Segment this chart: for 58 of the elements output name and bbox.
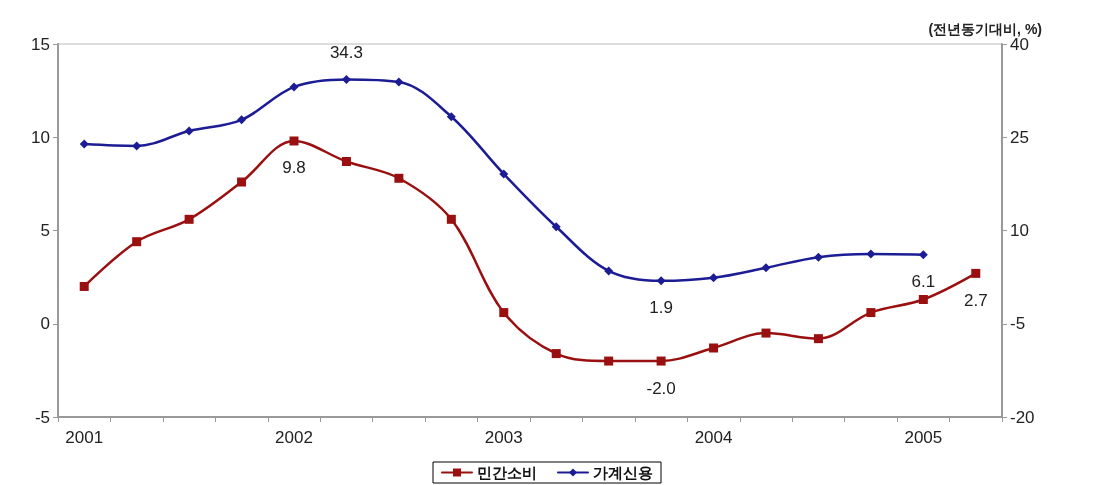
point [237, 115, 247, 125]
x-tick-label: 2003 [484, 428, 523, 447]
point [761, 263, 771, 273]
point [184, 126, 194, 136]
y-tick-label: 15 [31, 34, 50, 54]
point [446, 112, 456, 122]
point [709, 273, 719, 283]
point [709, 343, 719, 353]
point [394, 77, 404, 87]
y2-tick-label: -20 [1010, 407, 1035, 427]
data-label: 9.8 [282, 158, 306, 178]
y2-tick-label: 25 [1010, 127, 1029, 147]
point [918, 295, 928, 305]
y-tick-label: 0 [40, 314, 50, 334]
x-tick-label: 2005 [904, 428, 943, 447]
point [656, 356, 666, 366]
point [761, 328, 771, 338]
point [79, 281, 89, 291]
y2-tick-label: 10 [1010, 221, 1029, 240]
point [132, 141, 142, 151]
y2-axis-title: (전년동기대비, %) [928, 20, 1042, 37]
x-tick-label: 2002 [275, 428, 313, 447]
y-tick-label: 5 [40, 221, 50, 240]
y-tick-label: 10 [31, 127, 50, 147]
point [79, 139, 89, 149]
legend-label: 민간소비 [477, 464, 537, 481]
point [289, 136, 299, 146]
data-label: 2.7 [963, 290, 988, 310]
point [341, 74, 351, 84]
point [394, 173, 404, 183]
point [918, 250, 928, 260]
y2-tick-label: -5 [1010, 314, 1026, 334]
point [237, 177, 247, 187]
point [813, 252, 823, 262]
y-tick-label: -5 [34, 407, 50, 427]
point [866, 308, 876, 318]
point [971, 268, 981, 278]
data-label: 1.9 [649, 298, 673, 318]
data-label: 34.3 [329, 42, 363, 62]
point [446, 214, 456, 224]
x-tick-label: 2001 [65, 428, 104, 447]
data-label: 6.1 [911, 272, 936, 292]
point [656, 276, 666, 286]
point [499, 308, 509, 318]
point [604, 266, 614, 276]
point [499, 169, 509, 179]
point [813, 334, 823, 344]
point [551, 222, 561, 232]
data-label: -2.0 [646, 378, 676, 398]
legend-label: 가계신용 [593, 464, 653, 481]
point [341, 156, 351, 166]
point [866, 249, 876, 259]
x-tick-label: 2004 [694, 428, 733, 447]
point [551, 349, 561, 359]
point [132, 237, 142, 247]
point [184, 214, 194, 224]
point [604, 356, 614, 366]
point [289, 82, 299, 92]
